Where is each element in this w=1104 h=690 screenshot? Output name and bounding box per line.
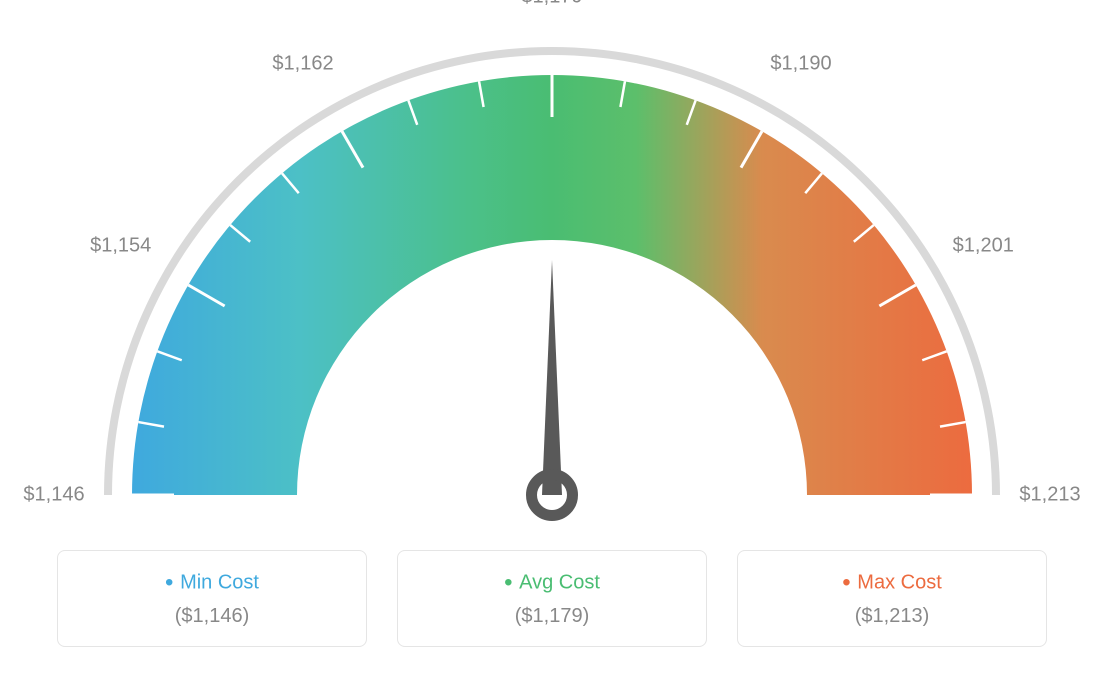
gauge-label: $1,162 xyxy=(272,52,333,75)
gauge-chart xyxy=(0,0,1104,540)
legend-title: Avg Cost xyxy=(408,569,696,597)
gauge-area: $1,146 $1,154 $1,162 $1,179 $1,190 $1,201 $1,2… xyxy=(0,0,1104,540)
legend-card-min: Min Cost ($1,146) xyxy=(57,550,367,647)
gauge-label: $1,190 xyxy=(770,52,831,75)
gauge-label: $1,201 xyxy=(953,235,1014,258)
gauge-label: $1,146 xyxy=(23,484,84,507)
cost-gauge-container: $1,146 $1,154 $1,162 $1,179 $1,190 $1,201 $1,2… xyxy=(0,0,1104,690)
legend-title: Max Cost xyxy=(748,569,1036,597)
gauge-label: $1,213 xyxy=(1019,484,1080,507)
legend-card-avg: Avg Cost ($1,179) xyxy=(397,550,707,647)
legend-card-max: Max Cost ($1,213) xyxy=(737,550,1047,647)
legend-value: ($1,146) xyxy=(68,605,356,628)
legend-value: ($1,213) xyxy=(748,605,1036,628)
legend-row: Min Cost ($1,146) Avg Cost ($1,179) Max Cost… xyxy=(0,550,1104,647)
gauge-label: $1,154 xyxy=(90,235,151,258)
legend-value: ($1,179) xyxy=(408,605,696,628)
legend-title: Min Cost xyxy=(68,569,356,597)
gauge-label: $1,179 xyxy=(521,0,582,9)
gauge-needle xyxy=(542,260,562,495)
